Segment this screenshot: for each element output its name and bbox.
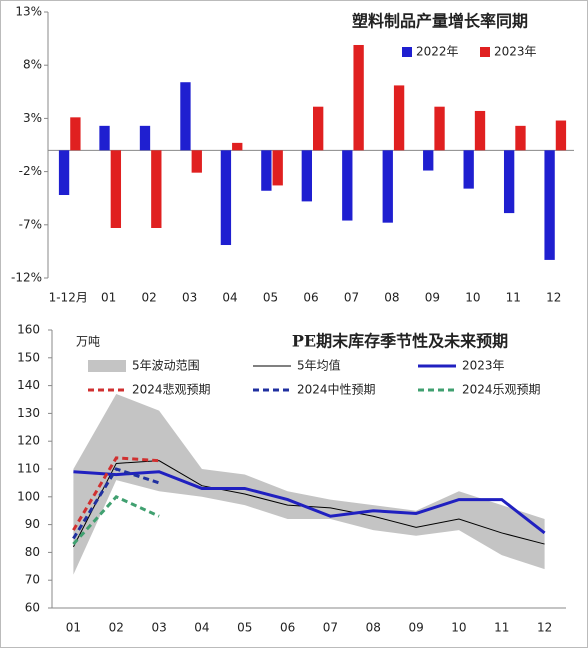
bar xyxy=(555,120,567,151)
legend-label: 5年波动范围 xyxy=(132,359,200,373)
y-tick-label: 160 xyxy=(17,323,40,337)
x-tick-label: 04 xyxy=(194,621,209,635)
bar xyxy=(544,150,555,260)
x-tick-label: 05 xyxy=(237,621,252,635)
x-tick-label: 09 xyxy=(408,621,423,635)
bar xyxy=(180,82,191,151)
bar xyxy=(191,150,202,173)
legend-swatch xyxy=(480,47,490,57)
bar xyxy=(272,150,283,186)
y-tick-label: -2% xyxy=(19,164,42,178)
x-tick-label: 1-12月 xyxy=(49,291,88,305)
x-tick-label: 09 xyxy=(425,291,440,305)
x-tick-label: 10 xyxy=(451,621,466,635)
x-tick-label: 06 xyxy=(303,291,318,305)
x-tick-label: 07 xyxy=(323,621,338,635)
y-tick-label: -12% xyxy=(11,271,42,285)
y-tick-label: 110 xyxy=(17,462,40,476)
y-tick-label: 120 xyxy=(17,434,40,448)
x-tick-label: 01 xyxy=(66,621,81,635)
bar xyxy=(423,150,434,171)
x-tick-label: 03 xyxy=(182,291,197,305)
y-tick-label: 130 xyxy=(17,406,40,420)
chart-title: PE期末库存季节性及未来预期 xyxy=(292,332,508,351)
y-tick-label: 150 xyxy=(17,350,40,364)
y-tick-label: 13% xyxy=(15,5,42,19)
y-tick-label: 90 xyxy=(25,517,40,531)
bar xyxy=(393,85,405,151)
legend-label: 2024悲观预期 xyxy=(132,382,211,397)
bar xyxy=(70,117,81,151)
x-tick-label: 03 xyxy=(151,621,166,635)
x-tick-label: 06 xyxy=(280,621,295,635)
bar xyxy=(463,150,474,189)
legend-label: 5年均值 xyxy=(297,358,341,373)
bar xyxy=(515,125,526,151)
x-tick-label: 02 xyxy=(142,291,157,305)
y-tick-label: 70 xyxy=(25,573,40,587)
x-tick-label: 08 xyxy=(384,291,399,305)
y-tick-label: 60 xyxy=(25,601,40,615)
series-line xyxy=(72,467,160,540)
legend-swatch xyxy=(402,47,412,57)
bar xyxy=(474,110,486,151)
legend-label: 2024中性预期 xyxy=(297,382,376,397)
y-tick-label: 80 xyxy=(25,545,40,559)
bar xyxy=(261,150,272,191)
bar xyxy=(151,150,162,228)
legend-label: 2022年 xyxy=(416,45,459,59)
bar xyxy=(382,150,393,223)
bar xyxy=(503,150,515,214)
bar xyxy=(232,142,243,151)
chart-title: 塑料制品产量增长率同期 xyxy=(352,12,528,31)
bar xyxy=(353,44,364,151)
x-tick-label: 11 xyxy=(494,621,509,635)
x-tick-label: 05 xyxy=(263,291,278,305)
bar xyxy=(220,150,232,246)
x-tick-label: 01 xyxy=(101,291,116,305)
bar xyxy=(139,125,151,151)
series-line xyxy=(73,470,546,535)
x-tick-label: 12 xyxy=(537,621,552,635)
legend-label: 2024乐观预期 xyxy=(462,383,541,397)
series-line xyxy=(72,456,160,531)
bar xyxy=(434,106,445,151)
x-tick-label: 04 xyxy=(222,291,237,305)
x-tick-label: 10 xyxy=(465,291,480,305)
bar xyxy=(301,150,312,202)
legend-label: 2023年 xyxy=(494,45,537,59)
x-tick-label: 07 xyxy=(344,291,359,305)
range-area xyxy=(73,393,545,575)
series-line xyxy=(72,494,160,546)
y-tick-label: 8% xyxy=(23,58,42,72)
bar xyxy=(313,106,324,151)
bar xyxy=(342,150,353,221)
legend-label: 2023年 xyxy=(462,359,505,373)
x-tick-label: 11 xyxy=(506,291,521,305)
y-tick-label: 140 xyxy=(17,378,40,392)
legend-swatch xyxy=(88,360,126,372)
y-axis-label: 万吨 xyxy=(76,335,100,349)
bar xyxy=(99,125,110,151)
x-tick-label: 02 xyxy=(109,621,124,635)
bar xyxy=(58,150,70,196)
x-tick-label: 12 xyxy=(546,291,561,305)
y-tick-label: -7% xyxy=(19,217,42,231)
y-tick-label: 3% xyxy=(23,111,42,125)
x-tick-label: 08 xyxy=(366,621,381,635)
y-tick-label: 100 xyxy=(17,489,40,503)
bar xyxy=(110,150,122,228)
